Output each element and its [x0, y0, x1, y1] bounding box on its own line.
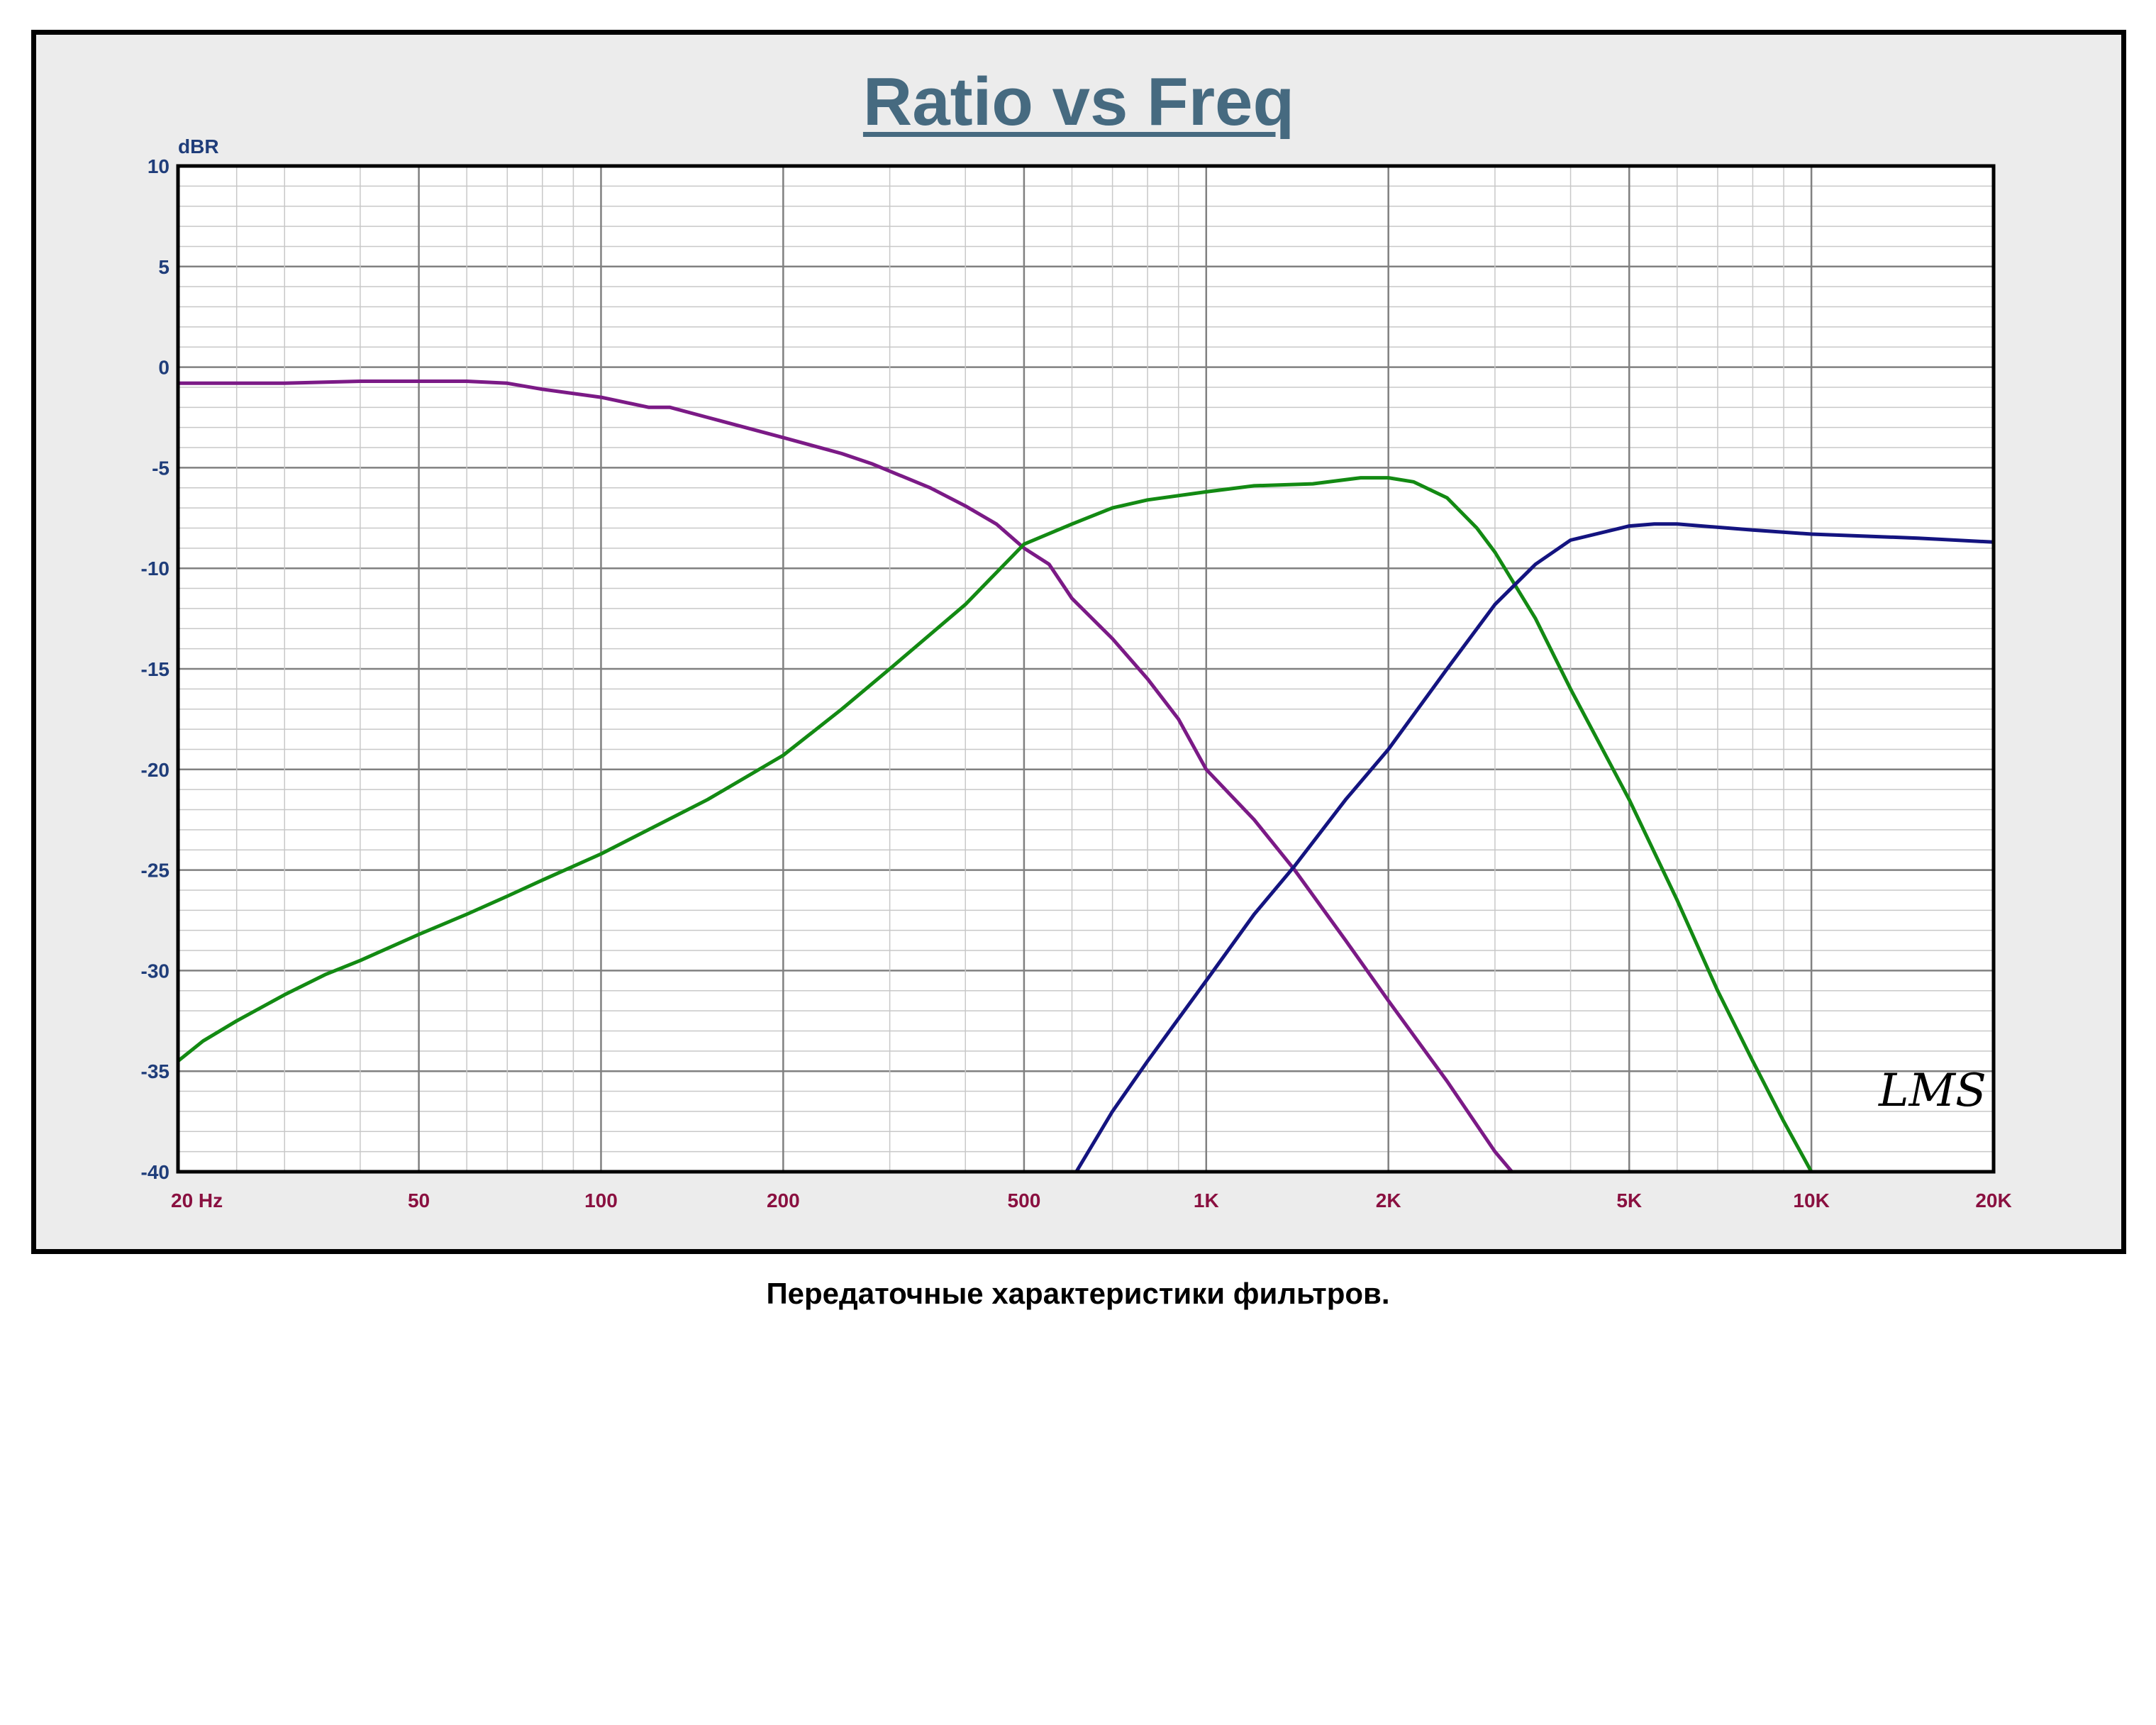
x-tick-label: 20K [1975, 1189, 2011, 1211]
series-line-3 [178, 522, 1994, 1172]
chart-title: Ratio vs Freq [862, 64, 1295, 140]
logo-text: LMS [1878, 1065, 1986, 1117]
grid [177, 165, 1995, 1173]
x-tick-label: 2K [1376, 1189, 1401, 1211]
y-tick-label: -10 [141, 558, 170, 579]
plot-border [176, 164, 1996, 1174]
y-tick-label: 10 [148, 155, 170, 177]
y-tick-label: -20 [141, 759, 170, 781]
y-tick-label: 0 [158, 357, 170, 379]
figure-caption: Передаточные характеристики фильтров. [766, 1277, 1390, 1310]
y-tick-label: 5 [158, 256, 170, 278]
y-tick-label: -40 [141, 1161, 170, 1183]
x-tick-label: 50 [408, 1189, 430, 1211]
chart-frame: Ratio vs Freq 10 5 0 -5 -10 -15 -20 -25 -30 -35 -4… [31, 30, 2126, 1254]
y-axis-unit: dBR [178, 135, 219, 157]
x-tick-label: 10K [1793, 1189, 1829, 1211]
x-tick-label: 5K [1616, 1189, 1642, 1211]
y-tick-label: -15 [141, 658, 170, 680]
x-tick-label: 500 [1008, 1189, 1041, 1211]
x-tick-label: 20 Hz [171, 1189, 223, 1211]
lms-logo: LMS [1878, 1065, 1986, 1117]
y-tick-label: -30 [141, 960, 170, 982]
series-line-2 [178, 476, 1994, 1172]
y-tick-label: -25 [141, 860, 170, 882]
y-tick-label: -5 [152, 457, 170, 479]
series-line-1 [178, 379, 1994, 1172]
x-tick-label: 200 [767, 1189, 800, 1211]
series-layer [178, 379, 1994, 1172]
x-tick-label: 1K [1194, 1189, 1219, 1211]
x-tick-label: 100 [584, 1189, 618, 1211]
y-tick-label: -35 [141, 1060, 170, 1082]
